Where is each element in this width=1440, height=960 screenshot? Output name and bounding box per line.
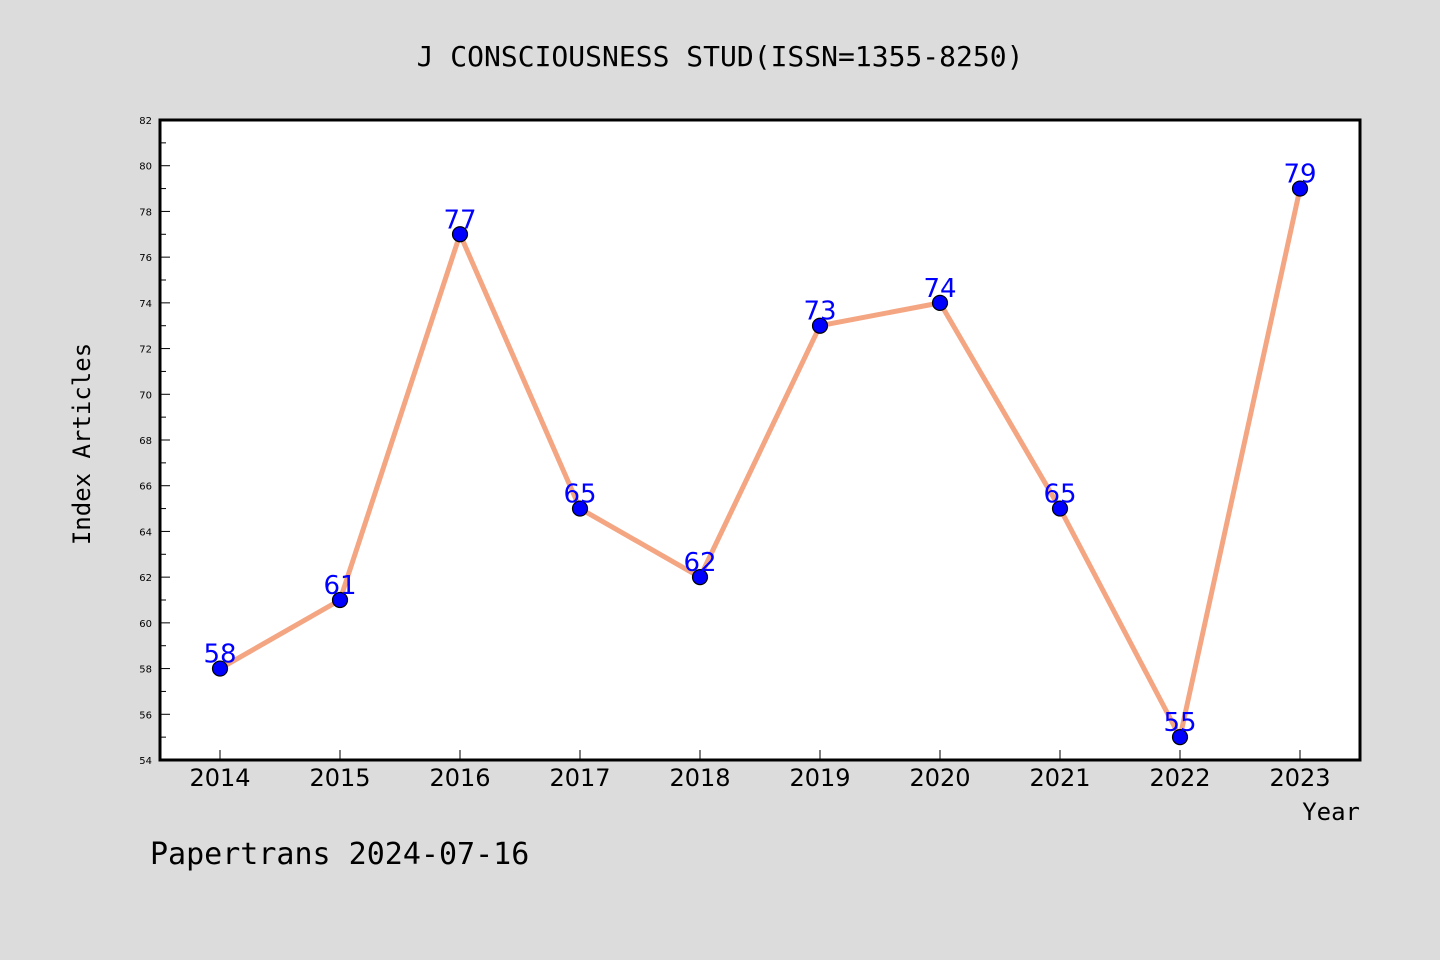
data-label: 58	[203, 640, 236, 670]
y-tick-label: 66	[139, 482, 152, 493]
series-line-group	[218, 188, 1303, 740]
data-label: 61	[323, 571, 356, 601]
data-point	[931, 294, 949, 311]
y-tick-label: 74	[139, 299, 152, 310]
y-axis-ticks: 54 56 58 60 62 64 66 68 70 72 74 76 78 80 82	[139, 116, 170, 767]
data-label: 55	[1163, 708, 1196, 738]
y-tick-label: 62	[139, 573, 152, 584]
y-tick-label: 80	[139, 162, 152, 173]
x-tick-label: 2015	[309, 764, 370, 792]
data-label: 79	[1283, 160, 1316, 190]
data-label: 62	[683, 548, 716, 578]
data-point	[691, 569, 709, 586]
data-point	[571, 500, 589, 517]
data-point	[1291, 180, 1309, 197]
x-tick-label: 2017	[549, 764, 610, 792]
data-point	[331, 591, 349, 609]
data-point	[451, 226, 469, 243]
x-tick-label: 2019	[789, 764, 850, 792]
y-tick-label: 64	[139, 527, 152, 538]
y-tick-label: 76	[139, 253, 152, 264]
data-label: 65	[563, 480, 596, 510]
y-tick-label: 56	[139, 710, 152, 721]
data-point	[211, 660, 229, 677]
y-tick-label: 68	[139, 436, 152, 447]
x-tick-label: 2022	[1149, 764, 1210, 792]
y-tick-label: 60	[139, 619, 152, 630]
y-tick-label: 72	[139, 345, 152, 356]
data-point	[1171, 729, 1189, 746]
data-label: 73	[803, 297, 836, 327]
plot-area	[158, 118, 1362, 762]
y-tick-label: 54	[139, 756, 152, 767]
x-tick-label: 2016	[429, 764, 490, 792]
y-tick-label: 70	[139, 390, 152, 401]
y-tick-label: 78	[139, 207, 152, 218]
x-tick-label: 2018	[669, 764, 730, 792]
data-point	[811, 317, 829, 334]
footer-note: Papertrans 2024-07-16	[150, 837, 529, 872]
x-axis-ticks: 2014 2015 2016 2017 2018 2019 2020 2021 2022 2023	[189, 750, 1331, 792]
data-labels: 58 61 77 65 62 73 74 65 55 79	[203, 160, 1316, 739]
data-label: 74	[923, 274, 956, 304]
data-label: 65	[1043, 480, 1076, 510]
y-axis-label: Index Articles	[68, 343, 96, 545]
x-tick-label: 2014	[189, 764, 250, 792]
x-tick-label: 2023	[1269, 764, 1330, 792]
y-tick-label: 82	[139, 116, 152, 127]
chart-title: J CONSCIOUSNESS STUD(ISSN=1355-8250)	[417, 40, 1024, 73]
data-markers	[211, 180, 1309, 746]
data-label: 77	[443, 205, 476, 235]
x-tick-label: 2021	[1029, 764, 1090, 792]
series-line	[218, 188, 1303, 740]
x-tick-label: 2020	[909, 764, 970, 792]
y-tick-label: 58	[139, 665, 152, 676]
data-point	[1051, 500, 1069, 517]
x-axis-label: Year	[1302, 798, 1360, 826]
